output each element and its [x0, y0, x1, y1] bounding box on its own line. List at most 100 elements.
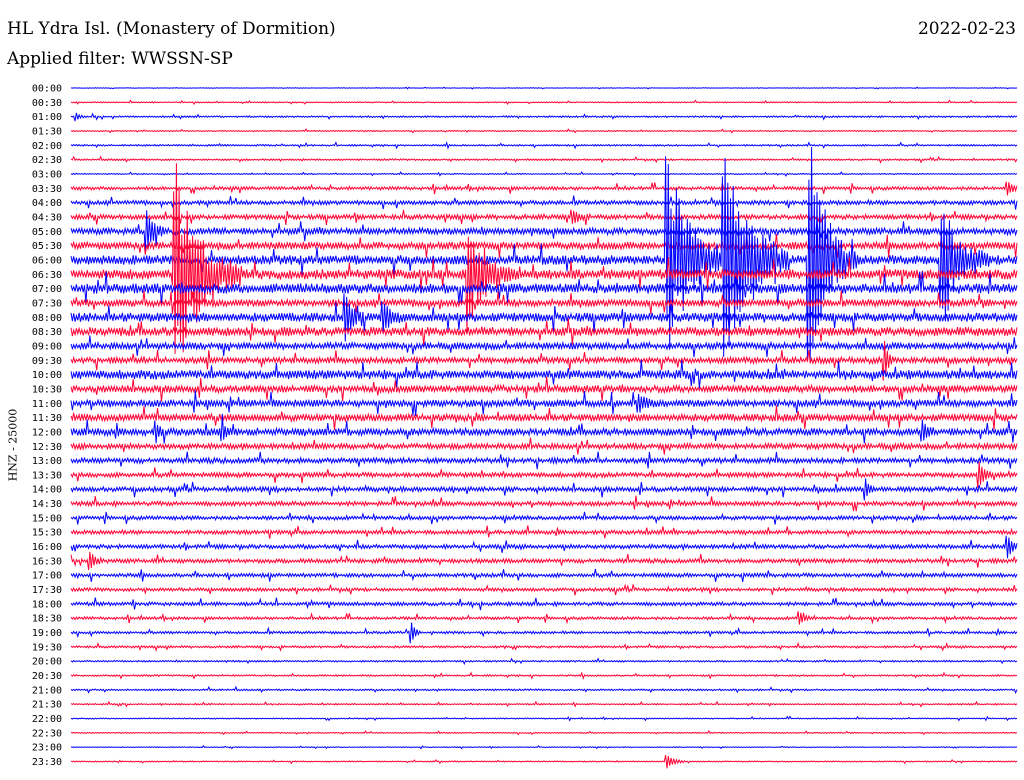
time-label: 10:30: [32, 384, 62, 395]
time-label: 21:30: [32, 700, 62, 711]
trace-line: [70, 461, 1018, 489]
time-label: 20:30: [32, 671, 62, 682]
time-label: 23:00: [32, 743, 62, 754]
time-label: 00:00: [32, 84, 62, 95]
time-label: 11:30: [32, 413, 62, 424]
station-title: HL Ydra Isl. (Monastery of Dormition): [7, 19, 336, 39]
time-label: 22:00: [32, 714, 62, 725]
time-label: 10:00: [32, 370, 62, 381]
trace-line: [70, 155, 1018, 164]
time-label: 03:00: [32, 169, 62, 180]
time-label: 17:30: [32, 585, 62, 596]
trace-line: [70, 233, 1018, 258]
time-label: 08:00: [32, 313, 62, 324]
trace-line: [70, 583, 1018, 596]
time-label: 07:00: [32, 284, 62, 295]
time-label: 14:00: [32, 485, 62, 496]
trace-line: [70, 671, 1018, 680]
time-label: 09:30: [32, 356, 62, 367]
time-label: 16:30: [32, 556, 62, 567]
trace-line: [70, 641, 1018, 652]
trace-line: [70, 271, 1018, 307]
trace-line: [70, 700, 1018, 708]
time-label: 13:30: [32, 470, 62, 481]
time-label: 19:00: [32, 628, 62, 639]
time-label: 16:00: [32, 542, 62, 553]
time-label: 12:30: [32, 442, 62, 453]
time-label: 02:30: [32, 155, 62, 166]
time-labels-group: 00:00 00:30 01:00 01:30 02:00 02:30 03:00 03:30…: [32, 84, 62, 769]
trace-line: [70, 181, 1018, 196]
time-label: 18:00: [32, 599, 62, 610]
trace-line: [70, 551, 1018, 570]
time-label: 17:00: [32, 571, 62, 582]
trace-line: [70, 318, 1018, 346]
time-label: 13:00: [32, 456, 62, 467]
trace-line: [70, 335, 1018, 358]
trace-line: [70, 568, 1018, 582]
time-label: 19:30: [32, 642, 62, 653]
time-label: 22:30: [32, 728, 62, 739]
trace-line: [70, 495, 1018, 512]
trace-line: [70, 99, 1018, 105]
trace-line: [70, 437, 1018, 455]
trace-line: [70, 451, 1018, 470]
trace-line: [70, 478, 1018, 501]
time-label: 05:00: [32, 227, 62, 238]
trace-line: [70, 112, 1018, 122]
time-label: 06:30: [32, 270, 62, 281]
trace-line: [70, 290, 1018, 315]
trace-line: [70, 163, 1018, 355]
trace-line: [70, 730, 1018, 736]
trace-line: [70, 128, 1018, 134]
trace-line: [70, 511, 1018, 525]
trace-line: [70, 340, 1018, 381]
trace-line: [70, 414, 1018, 444]
trace-line: [70, 685, 1018, 694]
traces-group: [70, 86, 1018, 769]
time-label: 23:30: [32, 757, 62, 768]
filter-label: Applied filter: WWSSN-SP: [7, 49, 233, 69]
trace-line: [70, 210, 1018, 251]
time-label: 01:00: [32, 112, 62, 123]
trace-line: [70, 597, 1018, 611]
trace-line: [70, 405, 1018, 430]
time-label: 06:00: [32, 255, 62, 266]
time-label: 01:30: [32, 126, 62, 137]
date-label: 2022-02-23: [917, 19, 1016, 39]
time-label: 15:00: [32, 513, 62, 524]
trace-line: [70, 657, 1018, 666]
trace-line: [70, 171, 1018, 177]
trace-line: [70, 611, 1018, 625]
time-label: 14:30: [32, 499, 62, 510]
time-label: 12:00: [32, 427, 62, 438]
trace-line: [70, 390, 1018, 416]
trace-line: [70, 86, 1018, 90]
trace-line: [70, 376, 1018, 402]
time-label: 04:30: [32, 212, 62, 223]
time-label: 05:30: [32, 241, 62, 252]
time-label: 08:30: [32, 327, 62, 338]
trace-line: [70, 535, 1018, 559]
trace-line: [70, 525, 1018, 539]
trace-line: [70, 715, 1018, 722]
time-label: 21:00: [32, 685, 62, 696]
time-label: 18:30: [32, 614, 62, 625]
time-label: 09:00: [32, 341, 62, 352]
time-label: 04:00: [32, 198, 62, 209]
trace-line: [70, 755, 1018, 769]
time-label: 20:00: [32, 657, 62, 668]
time-label: 11:00: [32, 399, 62, 410]
trace-line: [70, 359, 1018, 389]
time-label: 02:00: [32, 141, 62, 152]
time-label: 00:30: [32, 98, 62, 109]
time-label: 07:30: [32, 298, 62, 309]
time-label: 15:30: [32, 528, 62, 539]
trace-line: [70, 293, 1018, 342]
trace-line: [70, 146, 1018, 363]
trace-line: [70, 209, 1018, 226]
trace-line: [70, 622, 1018, 644]
trace-line: [70, 141, 1018, 150]
trace-line: [70, 195, 1018, 210]
